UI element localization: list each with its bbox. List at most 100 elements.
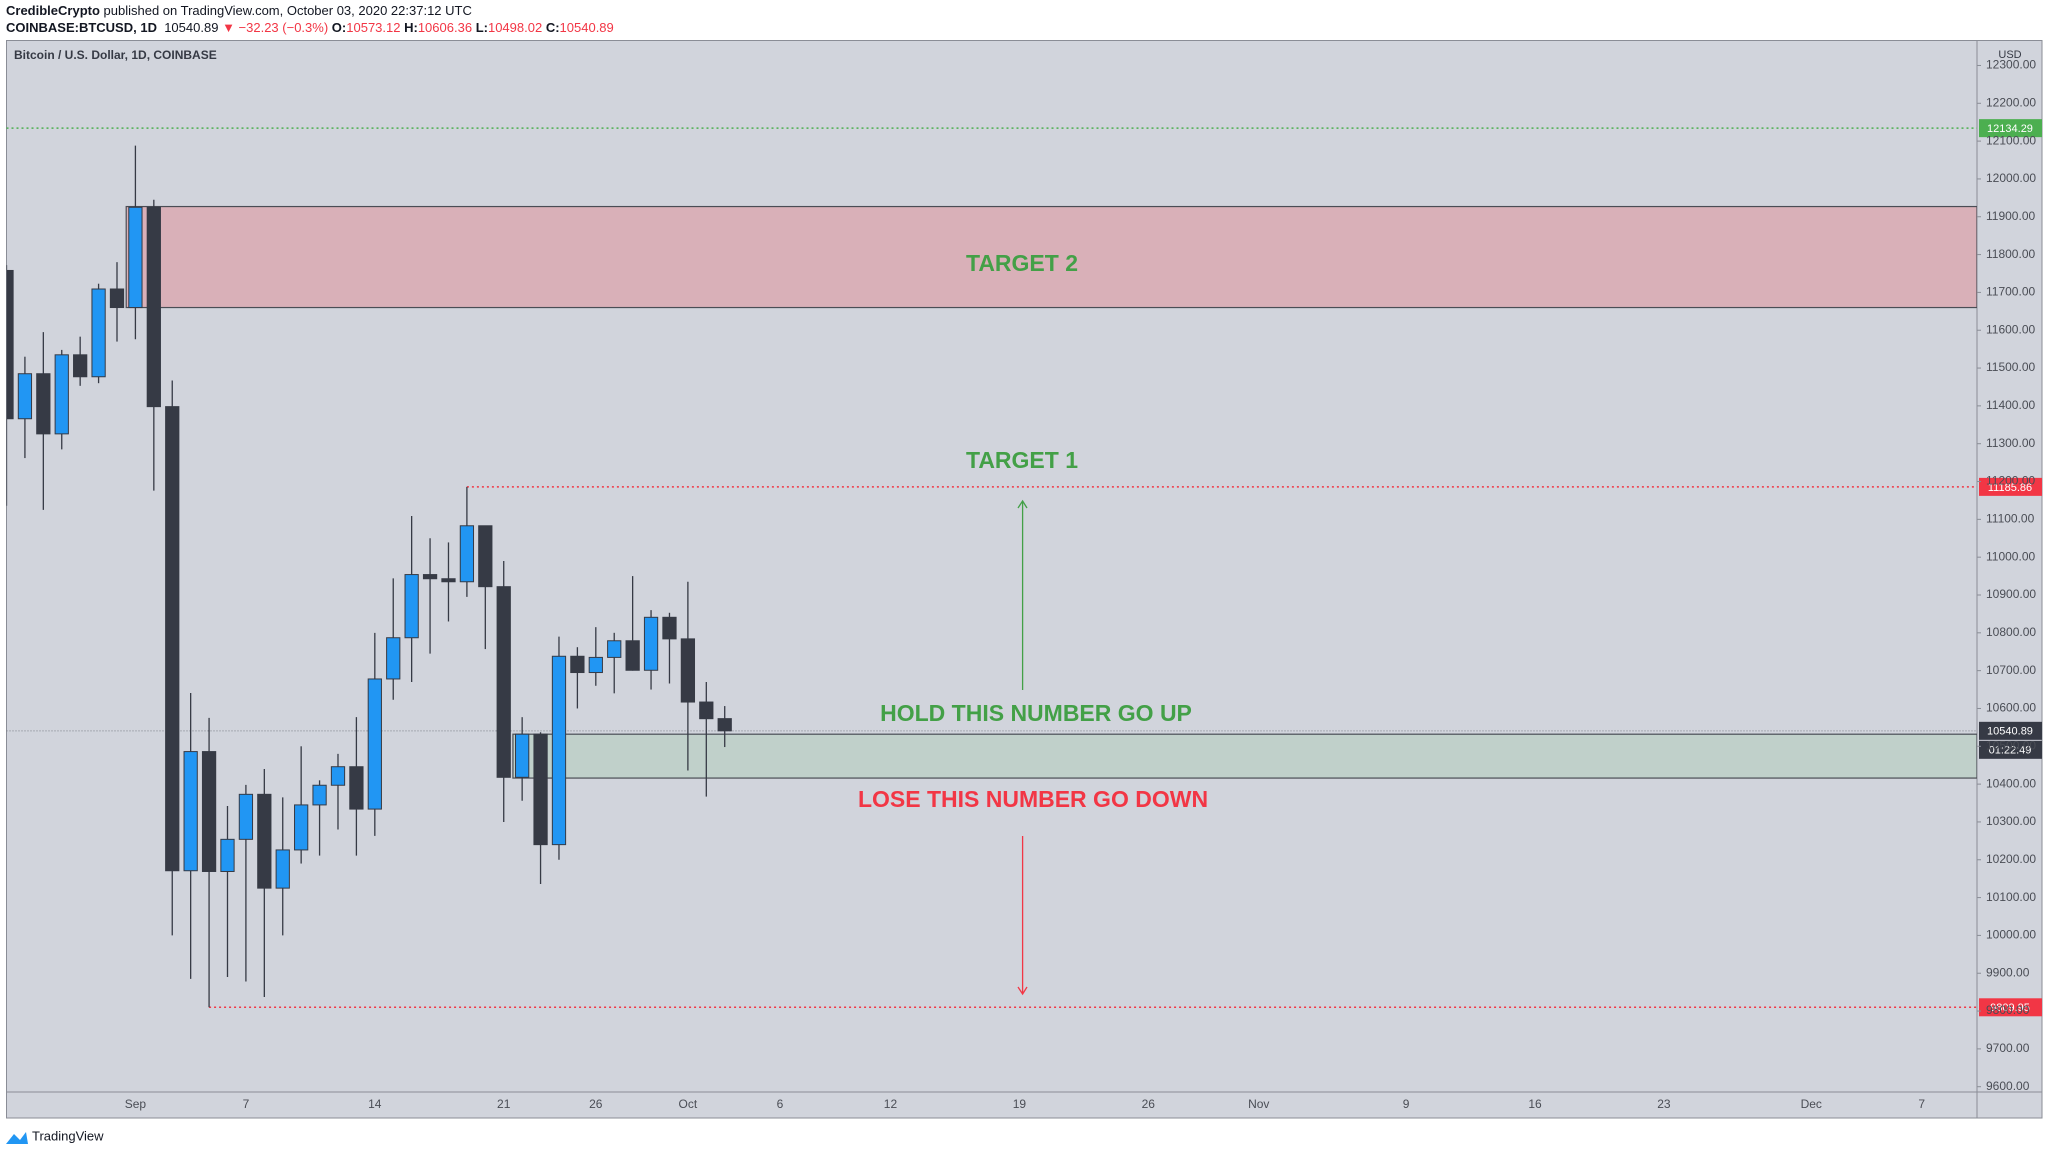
candle-body — [662, 616, 677, 640]
footer-brand: TradingView — [32, 1128, 104, 1143]
y-tick-label: 9800.00 — [1986, 1003, 2030, 1017]
y-tick-label: 10400.00 — [1986, 776, 2036, 790]
candle-body — [6, 269, 14, 420]
price-badge — [1979, 477, 2042, 496]
x-tick-label: Dec — [1801, 1097, 1822, 1111]
ohlc-value: 10606.36 — [417, 20, 473, 35]
footer-logo — [6, 1132, 28, 1144]
chart-title: Bitcoin / U.S. Dollar, 1D, COINBASE — [14, 48, 217, 62]
zone — [125, 205, 1977, 309]
y-tick-label: 11100.00 — [1986, 512, 2035, 526]
candle-body — [183, 751, 198, 872]
y-tick-label: 10500.00 — [1986, 738, 2036, 752]
candle-body — [607, 640, 622, 658]
candle-body — [699, 701, 714, 720]
candle-body — [165, 406, 180, 872]
frame — [6, 40, 2043, 1119]
y-tick-label: 11300.00 — [1986, 436, 2035, 450]
candle-body — [238, 793, 254, 840]
x-tick-label: 14 — [368, 1097, 382, 1111]
candle-body — [17, 373, 33, 420]
candle-body — [386, 637, 401, 680]
published: published on TradingView.com, October 03… — [103, 3, 472, 18]
ohlc-value: 10498.02 — [487, 20, 543, 35]
x-tick-label: Oct — [679, 1097, 698, 1111]
y-tick-label: 10900.00 — [1986, 587, 2036, 601]
x-tick-label: Nov — [1248, 1097, 1269, 1111]
candle-body — [54, 354, 69, 435]
annotation: TARGET 2 — [966, 250, 1078, 276]
candle-body — [643, 616, 659, 671]
y-tick-label: 11800.00 — [1986, 247, 2035, 261]
ohlc-label: O: — [331, 20, 347, 35]
candle-body — [570, 655, 585, 674]
x-tick-label: 6 — [777, 1097, 784, 1111]
ohlc-label: L: — [475, 20, 488, 35]
candle-body — [201, 751, 217, 872]
y-tick-label: 10700.00 — [1986, 663, 2036, 677]
x-tick-label: 7 — [243, 1097, 250, 1111]
author: CredibleCrypto — [6, 3, 100, 18]
x-tick-label: Sep — [125, 1097, 147, 1111]
price-badge-label: 11185.86 — [1988, 482, 2032, 494]
x-tick-label: 12 — [884, 1097, 898, 1111]
countdown: 01:22:49 — [1989, 745, 2032, 757]
y-tick-label: 9900.00 — [1986, 965, 2030, 979]
candle-body — [478, 525, 493, 588]
plot-layer — [6, 127, 1977, 1009]
y-tick-label: 10800.00 — [1986, 625, 2036, 639]
candle-body — [91, 288, 106, 378]
symbol: COINBASE:BTCUSD, 1D — [6, 20, 157, 35]
candle-body — [294, 804, 309, 851]
header-line: CredibleCrypto published on TradingView.… — [6, 3, 472, 18]
x-tick-label: 16 — [1528, 1097, 1542, 1111]
candle-body — [422, 574, 438, 580]
y-tick-label: 10000.00 — [1986, 928, 2036, 942]
candle-body — [459, 525, 475, 583]
y-tick-label: 11700.00 — [1986, 285, 2035, 299]
candle-body — [146, 206, 161, 408]
candle-body — [128, 206, 143, 309]
candle-body — [625, 640, 640, 671]
y-tick-label: 11400.00 — [1986, 398, 2035, 412]
currency: USD — [1998, 49, 2021, 61]
time-axis — [6, 1092, 2042, 1118]
annotation: LOSE THIS NUMBER GO DOWN — [858, 786, 1208, 812]
y-tick-label: 9600.00 — [1986, 1079, 2030, 1093]
candle-body — [404, 574, 419, 639]
candle-body — [367, 678, 382, 810]
x-tick-label: 7 — [1918, 1097, 1925, 1111]
y-tick-label: 11500.00 — [1986, 360, 2035, 374]
candle-body — [220, 838, 235, 872]
y-tick-label: 10600.00 — [1986, 701, 2036, 715]
change: ▼ −32.23 (−0.3%) — [222, 20, 329, 35]
ohlc-value: 10540.89 — [559, 20, 614, 35]
ohlc-value: 10573.12 — [346, 20, 401, 35]
candle-body — [551, 655, 567, 846]
zone — [512, 733, 1977, 779]
y-tick-label: 10200.00 — [1986, 852, 2036, 866]
candle-body — [441, 578, 456, 583]
price-badge — [1979, 721, 2042, 740]
price-axis — [1977, 40, 2042, 1092]
x-tick-label: 23 — [1657, 1097, 1671, 1111]
candle-body — [257, 793, 272, 889]
arrow — [1017, 836, 1028, 996]
y-tick-label: 12300.00 — [1986, 58, 2036, 72]
header-line: COINBASE:BTCUSD, 1D 10540.89 ▼ −32.23 (−… — [6, 20, 614, 35]
annotation: HOLD THIS NUMBER GO UP — [880, 700, 1192, 726]
candle-body — [496, 586, 511, 778]
candle-body — [533, 733, 548, 846]
y-tick-label: 11600.00 — [1986, 322, 2035, 336]
x-tick-label: 26 — [1142, 1097, 1156, 1111]
arrow — [1017, 499, 1028, 690]
annotation: TARGET 1 — [966, 447, 1078, 473]
candle-body — [109, 288, 125, 309]
y-tick-label: 11000.00 — [1986, 549, 2035, 563]
last-price: 10540.89 — [164, 20, 219, 35]
candle-body — [36, 373, 51, 435]
y-tick-label: 11200.00 — [1986, 474, 2035, 488]
price-badge-label: 12134.29 — [1987, 123, 2033, 135]
